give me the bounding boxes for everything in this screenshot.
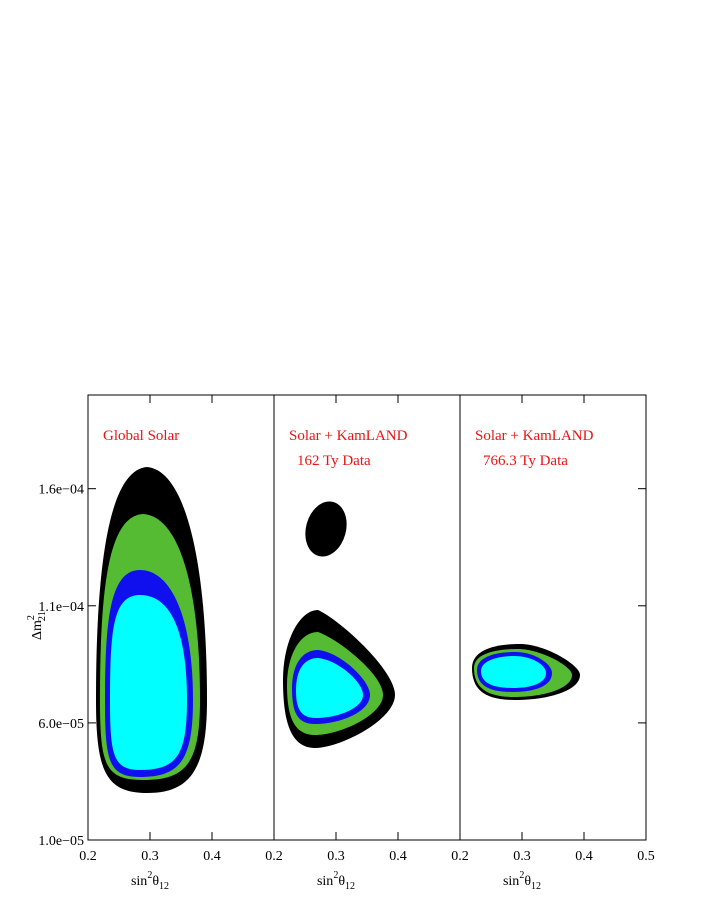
x-tick-label: 0.2	[451, 849, 469, 864]
contours-panel-1	[96, 467, 207, 793]
x-tick-label: 0.4	[389, 849, 407, 864]
x-label-text: sin	[503, 874, 519, 889]
x-label-sub: 12	[159, 881, 169, 892]
y-tick-label: 1.6e−04	[38, 483, 84, 498]
y-label-text: Δm	[30, 620, 45, 640]
x-axis-label: sin2θ12	[317, 870, 355, 892]
x-label-text: θ	[152, 874, 159, 889]
y-axis-label: Δm221	[26, 611, 48, 640]
contours-panel-2	[283, 501, 395, 748]
y-label-sup: 2	[26, 615, 37, 620]
x-tick-label: 0.3	[327, 849, 345, 864]
x-label-text: θ	[338, 874, 345, 889]
y-tick-label: 1.0e−05	[38, 834, 84, 849]
x-tick-label: 0.2	[265, 849, 283, 864]
x-axis-label: sin2θ12	[131, 870, 169, 892]
x-tick-label: 0.3	[513, 849, 531, 864]
x-tick-label: 0.3	[141, 849, 159, 864]
panel-annotation: Global Solar	[103, 428, 179, 444]
panel-frame	[459, 394, 647, 841]
contour-island	[305, 501, 347, 557]
panel-annotation: 766.3 Ty Data	[483, 453, 568, 469]
x-label-sup: 2	[519, 870, 524, 881]
panel-annotation: Solar + KamLAND	[475, 428, 594, 444]
x-tick-label: 0.4	[575, 849, 593, 864]
x-label-sub: 12	[345, 881, 355, 892]
x-label-sup: 2	[333, 870, 338, 881]
x-tick-label: 0.5	[637, 849, 655, 864]
x-tick-label: 0.2	[79, 849, 97, 864]
contours-panel-3	[472, 644, 580, 700]
x-label-text: θ	[524, 874, 531, 889]
panel-annotation: 162 Ty Data	[297, 453, 371, 469]
x-axis-label: sin2θ12	[503, 870, 541, 892]
x-label-sup: 2	[147, 870, 152, 881]
x-label-text: sin	[317, 874, 333, 889]
contour-best	[110, 595, 187, 770]
y-label-sub: 21	[37, 611, 48, 621]
y-tick-label: 1.1e−04	[38, 600, 84, 615]
panel-annotation: Solar + KamLAND	[289, 428, 408, 444]
contour-best	[481, 656, 546, 688]
x-label-sub: 12	[531, 881, 541, 892]
y-tick-label: 6.0e−05	[38, 717, 84, 732]
contour-best	[296, 658, 363, 718]
x-tick-label: 0.4	[203, 849, 221, 864]
x-label-text: sin	[131, 874, 147, 889]
